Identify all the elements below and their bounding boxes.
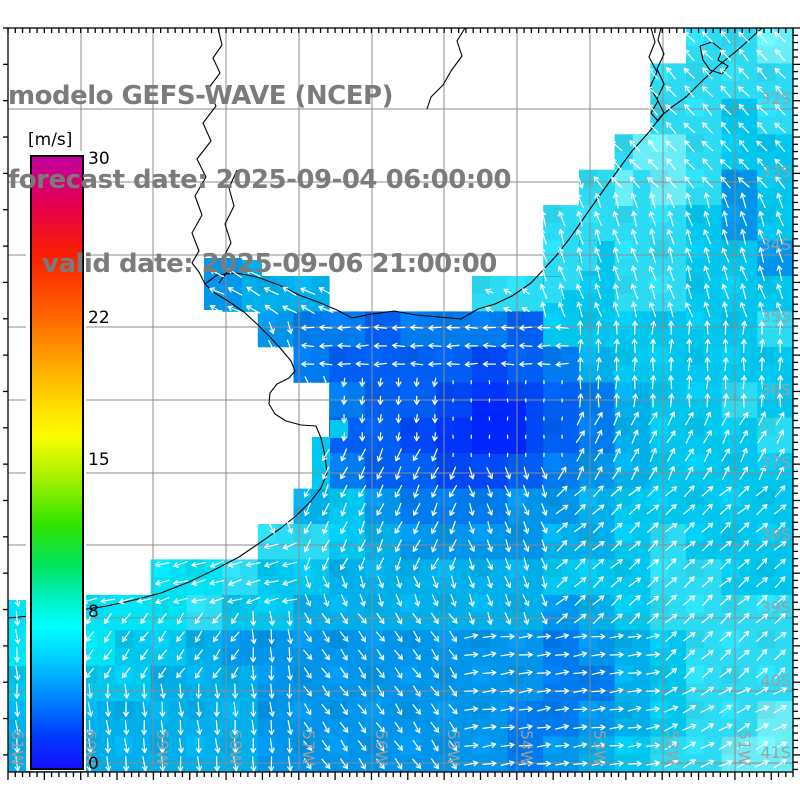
lat-label-41S: 41S xyxy=(760,743,791,762)
coastal-patch-cells xyxy=(8,134,651,666)
grid-lines xyxy=(7,28,793,772)
plot-titles: modelo GEFS-WAVE (NCEP) forecast date: 2… xyxy=(8,26,511,334)
lat-label-35S: 35S xyxy=(760,307,791,326)
wind-arrows xyxy=(13,30,788,772)
lon-label-58W: 58W xyxy=(226,730,245,766)
lat-label-37S: 37S xyxy=(760,453,791,472)
colorbar-tick-8: 8 xyxy=(88,602,99,622)
colorbar-gradient xyxy=(30,155,84,770)
model-title: modelo GEFS-WAVE (NCEP) xyxy=(8,81,393,111)
lon-label-52W: 52W xyxy=(663,730,682,766)
lon-label-55W: 55W xyxy=(444,730,463,766)
lat-label-32S: 32S xyxy=(760,89,791,108)
lon-label-57W: 57W xyxy=(299,730,318,766)
colorbar-unit-label: [m/s] xyxy=(28,130,73,150)
lat-label-36S: 36S xyxy=(760,380,791,399)
colorbar-tick-0: 0 xyxy=(88,754,99,774)
colorbar-tick-30: 30 xyxy=(88,149,110,169)
map-frame xyxy=(3,27,800,780)
lon-label-51W: 51W xyxy=(735,730,754,766)
lon-label-56W: 56W xyxy=(372,730,391,766)
lon-label-53W: 53W xyxy=(590,730,609,766)
lat-label-40S: 40S xyxy=(760,671,791,690)
lat-label-33S: 33S xyxy=(760,162,791,181)
lat-label-34S: 34S xyxy=(760,235,791,254)
forecast-date: forecast date: 2025-09-04 06:00:00 xyxy=(8,165,511,195)
lat-label-39S: 39S xyxy=(760,598,791,617)
lon-label-54W: 54W xyxy=(517,730,536,766)
lat-label-38S: 38S xyxy=(760,525,791,544)
colorbar-tick-15: 15 xyxy=(88,450,110,470)
lon-label-61W: 61W xyxy=(8,730,27,766)
lon-label-59W: 59W xyxy=(153,730,172,766)
valid-date: valid date: 2025-09-06 21:00:00 xyxy=(42,249,497,279)
colorbar-tick-22: 22 xyxy=(88,308,110,328)
